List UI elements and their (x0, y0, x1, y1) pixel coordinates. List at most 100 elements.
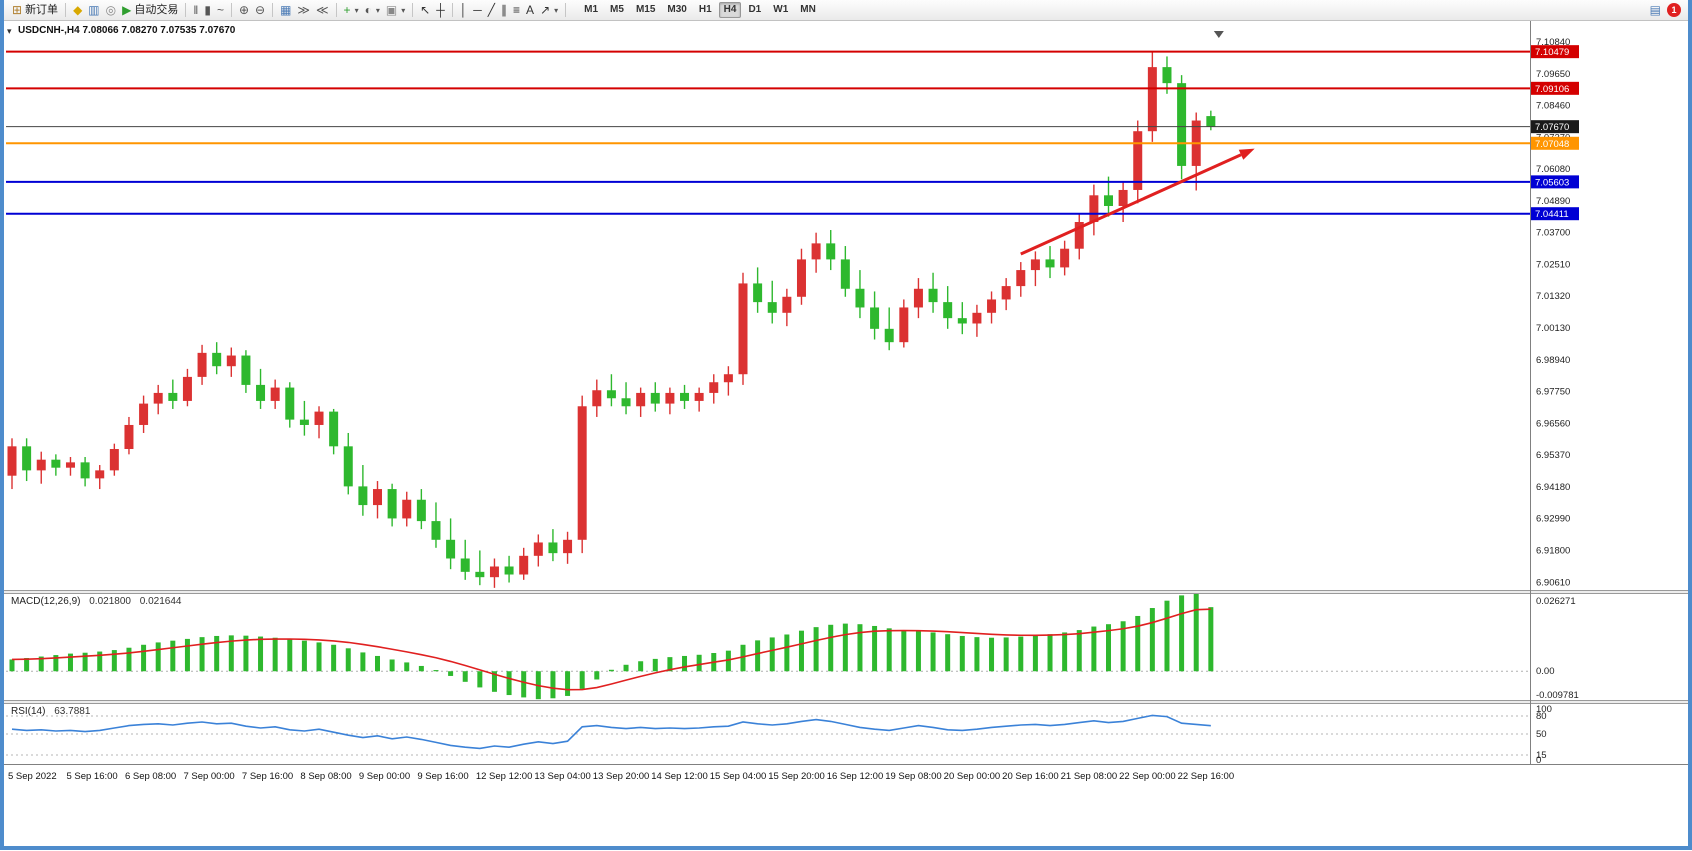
svg-text:7.04890: 7.04890 (1536, 196, 1570, 207)
timeframe-d1[interactable]: D1 (748, 4, 762, 15)
arrows-tool-button[interactable]: ↗ ▾ (537, 2, 561, 19)
candlestick-mode-button[interactable]: ▮ (201, 2, 214, 19)
templates-button-caret-icon: ▾ (401, 5, 406, 15)
fibonacci-tool-button[interactable]: ≡ (510, 2, 523, 19)
vertical-line-tool-button[interactable]: │ (457, 2, 471, 19)
candlestick-series (7, 51, 1216, 588)
svg-text:6.97750: 6.97750 (1536, 387, 1570, 398)
svg-text:6 Sep 08:00: 6 Sep 08:00 (125, 771, 176, 782)
autotrading-icon: ▶ (122, 2, 132, 17)
crosshair-tool-icon: ┼ (436, 2, 445, 17)
svg-text:0: 0 (1536, 755, 1541, 766)
svg-text:22 Sep 16:00: 22 Sep 16:00 (1178, 771, 1235, 782)
horizontal-line-tool-button[interactable]: ─ (470, 2, 485, 19)
timeframe-switcher: M1 M5 M15 M30 H1 H4 D1 W1 MN (578, 2, 822, 18)
svg-text:7.05603: 7.05603 (1535, 177, 1569, 188)
auto-scroll-icon: ≫ (297, 2, 310, 17)
zoom-out-icon: ⊖ (255, 2, 266, 17)
svg-text:13 Sep 04:00: 13 Sep 04:00 (534, 771, 591, 782)
mailbox-icon[interactable]: ▤ (1649, 2, 1661, 17)
indicators-button[interactable]: + ▾ (341, 2, 362, 19)
svg-text:7.00130: 7.00130 (1536, 323, 1570, 334)
svg-text:7.06080: 7.06080 (1536, 164, 1570, 175)
zoom-out-button[interactable]: ⊖ (252, 2, 268, 19)
trend-arrow[interactable] (1020, 153, 1242, 256)
price-badge-7.09106: 7.09106 (1531, 81, 1579, 95)
text-tool-button[interactable]: A (523, 2, 537, 19)
price-badge-7.07670: 7.07670 (1531, 120, 1579, 134)
fibonacci-tool-icon: ≡ (513, 2, 521, 17)
market-watch-icon: ▥ (88, 2, 100, 17)
price-badge-7.10479: 7.10479 (1531, 45, 1579, 59)
svg-text:15 Sep 04:00: 15 Sep 04:00 (710, 771, 767, 782)
svg-text:7.09650: 7.09650 (1536, 69, 1570, 80)
market-watch-button[interactable]: ▥ (85, 2, 102, 19)
svg-text:6.98940: 6.98940 (1536, 355, 1570, 366)
cursor-tool-button[interactable]: ↖ (417, 2, 433, 19)
svg-text:6.91800: 6.91800 (1536, 545, 1570, 556)
svg-text:19 Sep 08:00: 19 Sep 08:00 (885, 771, 942, 782)
svg-text:21 Sep 08:00: 21 Sep 08:00 (1061, 771, 1118, 782)
svg-text:50: 50 (1536, 729, 1547, 740)
svg-text:6.94180: 6.94180 (1536, 482, 1570, 493)
zoom-in-icon: ⊕ (238, 2, 250, 17)
timeframe-w1[interactable]: W1 (773, 4, 789, 15)
notification-badge[interactable]: 1 (1667, 3, 1681, 17)
periods-button[interactable]: ◐ ▾ (362, 2, 383, 19)
bar-chart-mode-button[interactable]: ‖ (190, 2, 201, 19)
vertical-line-tool-icon: │ (459, 2, 468, 17)
svg-text:5 Sep 2022: 5 Sep 2022 (8, 771, 57, 782)
svg-text:9 Sep 00:00: 9 Sep 00:00 (359, 771, 410, 782)
timeframe-h4[interactable]: H4 (718, 2, 742, 18)
svg-text:7.04411: 7.04411 (1535, 209, 1569, 220)
chart-shift-marker[interactable] (1213, 31, 1224, 38)
templates-icon: ▣ (385, 2, 398, 17)
svg-text:7.02510: 7.02510 (1536, 259, 1570, 270)
arrows-tool-icon: ↗ (540, 2, 551, 17)
timeframe-m30[interactable]: M30 (667, 4, 687, 15)
svg-text:5 Sep 16:00: 5 Sep 16:00 (66, 771, 117, 782)
horizontal-line-tool-icon: ─ (473, 2, 482, 17)
svg-text:7.07670: 7.07670 (1535, 122, 1569, 133)
chart-shift-button[interactable]: ≪ (313, 2, 332, 19)
channel-tool-button[interactable]: ∥ (498, 2, 510, 19)
svg-text:14 Sep 12:00: 14 Sep 12:00 (651, 771, 708, 782)
timeframe-m5[interactable]: M5 (610, 4, 624, 15)
new-order-icon: ⊞ (12, 2, 23, 17)
autotrading-button-label: 自动交易 (134, 3, 179, 16)
toolbar-separator (185, 3, 187, 17)
toolbar: ⊞ 新订单 ◆ ▥ ◎ ▶ 自动交易 ‖ ▮ ~ ⊕ ⊖ ▦ ≫ ≪ + ▾ ◐ ▾ ▣ ▾ ↖ ┼ │ ─ ╱ ∥ ≡ A ↗ ▾ M1 M5… (4, 0, 1688, 21)
tile-windows-button[interactable]: ▦ (277, 2, 294, 19)
svg-text:20 Sep 00:00: 20 Sep 00:00 (944, 771, 1001, 782)
timeframe-h1[interactable]: H1 (698, 4, 712, 15)
zoom-in-button[interactable]: ⊕ (236, 2, 252, 19)
indicators-icon: + (343, 2, 351, 17)
svg-text:15: 15 (1536, 750, 1547, 761)
templates-button[interactable]: ▣ ▾ (383, 2, 408, 19)
timeframe-m1[interactable]: M1 (584, 4, 599, 15)
trendline-tool-button[interactable]: ╱ (485, 2, 498, 19)
metaeditor-icon: ◆ (73, 2, 83, 17)
chart-shift-icon: ≪ (315, 2, 329, 17)
svg-text:7 Sep 00:00: 7 Sep 00:00 (183, 771, 234, 782)
price-badge-7.04411: 7.04411 (1531, 207, 1579, 221)
metaeditor-button[interactable]: ◆ (70, 2, 85, 19)
text-tool-icon: A (526, 2, 535, 17)
svg-text:7.07048: 7.07048 (1535, 139, 1569, 150)
svg-text:7 Sep 16:00: 7 Sep 16:00 (242, 771, 293, 782)
toolbar-right: ▤ 1 (1650, 2, 1681, 19)
periods-icon: ◐ (364, 2, 372, 17)
timeframe-mn[interactable]: MN (800, 4, 816, 15)
new-order-button[interactable]: ⊞ 新订单 (9, 2, 61, 19)
line-chart-mode-button[interactable]: ~ (214, 2, 227, 19)
refresh-icon: ◎ (105, 2, 117, 17)
auto-scroll-button[interactable]: ≫ (294, 2, 313, 19)
refresh-button[interactable]: ◎ (103, 2, 119, 19)
crosshair-tool-button[interactable]: ┼ (433, 2, 448, 19)
chart-area[interactable]: 7.108407.096507.084607.072707.060807.048… (4, 21, 1688, 846)
autotrading-button[interactable]: ▶ 自动交易 (119, 2, 181, 19)
chart-canvas[interactable]: 7.108407.096507.084607.072707.060807.048… (4, 21, 1688, 846)
svg-text:-0.009781: -0.009781 (1536, 690, 1579, 701)
svg-text:20 Sep 16:00: 20 Sep 16:00 (1002, 771, 1059, 782)
timeframe-m15[interactable]: M15 (635, 4, 656, 15)
